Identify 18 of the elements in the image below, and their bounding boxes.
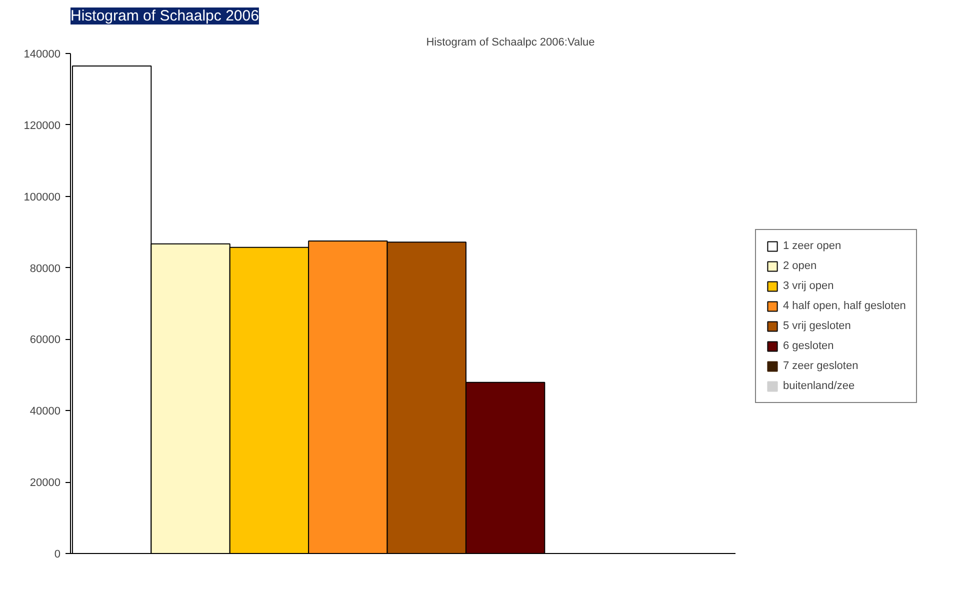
legend-label: 1 zeer open — [783, 240, 842, 252]
y-tick-label: 0 — [54, 548, 61, 560]
y-tick-label: 80000 — [30, 262, 61, 275]
legend-label: 5 vrij gesloten — [783, 320, 851, 332]
legend-label: 6 gesloten — [783, 340, 834, 352]
y-tick-label: 140000 — [24, 48, 61, 60]
chart-title: Histogram of Schaalpc 2006 — [70, 8, 259, 24]
y-tick-label: 100000 — [24, 191, 61, 204]
y-tick-label: 20000 — [30, 477, 61, 490]
legend-label: 4 half open, half gesloten — [783, 300, 906, 312]
legend-label: buitenland/zee — [783, 380, 855, 392]
chart-subtitle: Histogram of Schaalpc 2006:Value — [426, 36, 595, 48]
legend-label: 2 open — [783, 260, 817, 272]
y-tick-label: 40000 — [30, 406, 61, 418]
legend-label: 7 zeer gesloten — [783, 360, 858, 372]
legend-label: 3 vrij open — [783, 280, 834, 292]
y-tick-label: 60000 — [30, 334, 61, 346]
y-tick-label: 120000 — [24, 120, 61, 132]
